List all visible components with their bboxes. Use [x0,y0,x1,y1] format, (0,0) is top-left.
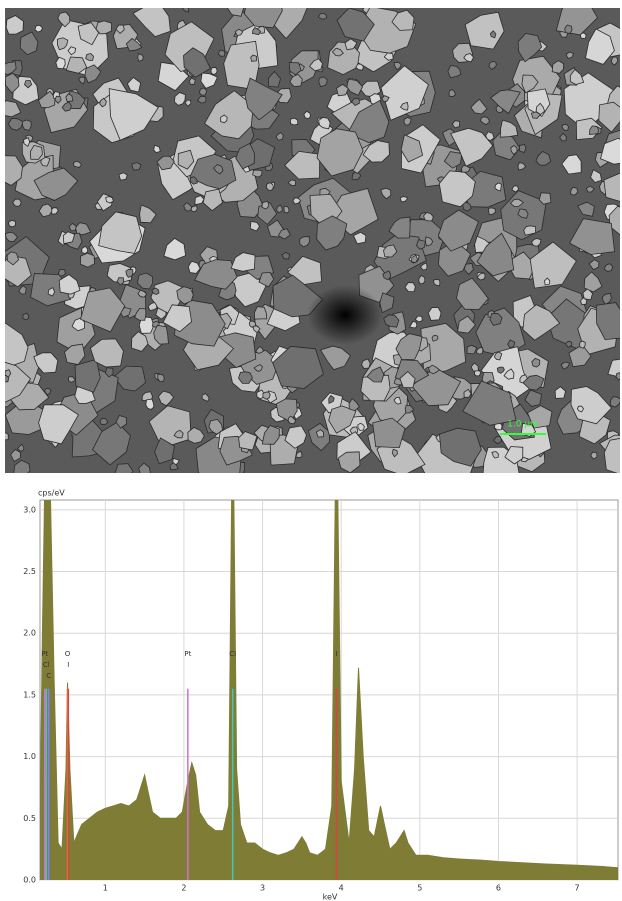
particle [520,144,526,152]
particle [158,374,165,381]
x-tick-label: 2 [181,884,186,893]
particle [253,170,262,177]
y-tick-label: 0.5 [23,814,36,823]
y-tick-label: 0.0 [23,876,36,885]
element-label: O [65,650,71,658]
y-tick-label: 2.0 [23,629,36,638]
element-label: Cl [43,661,50,669]
particle [524,226,536,235]
x-tick-label: 1 [103,884,108,893]
particle [191,206,197,212]
x-tick-label: 5 [417,884,422,893]
particle [218,50,224,56]
particle [565,25,572,33]
particle [263,392,270,399]
x-tick-label: 7 [575,884,580,893]
particle [199,88,206,95]
y-tick-label: 3.0 [23,505,36,514]
x-tick-label: 6 [496,884,501,893]
y-tick-label: 1.0 [23,752,36,761]
particle [254,307,266,320]
particle [106,197,114,203]
element-label: I [335,650,337,658]
particle [428,308,441,321]
particle [580,341,586,348]
x-tick-label: 4 [339,884,344,893]
particle [115,464,133,484]
y-tick-label: 2.5 [23,567,36,576]
scale-bar-label: 1.0 µm [507,420,539,430]
element-label: Pt [41,650,48,658]
y-tick-label: 1.5 [23,690,36,699]
particle [284,206,289,213]
element-label: Pt [184,650,191,658]
particle [290,118,298,125]
y-axis-label: cps/eV [38,489,65,498]
particle [119,173,127,180]
element-label: Cl [229,650,236,658]
x-tick-label: 3 [260,884,265,893]
element-label: C [46,672,51,680]
x-axis-label: keV [323,893,338,901]
page: 1.0 µm cps/eV keV 0.0 0.5 1.0 1.5 2.0 2.5 3.0 1… [0,0,622,901]
particle [251,55,257,61]
particle [80,253,94,267]
element-label: I [67,661,69,669]
sem-hole [307,285,383,345]
figure: 1.0 µm cps/eV keV 0.0 0.5 1.0 1.5 2.0 2.5 3.0 1… [0,0,622,901]
particle [23,313,29,320]
particle [211,68,217,75]
